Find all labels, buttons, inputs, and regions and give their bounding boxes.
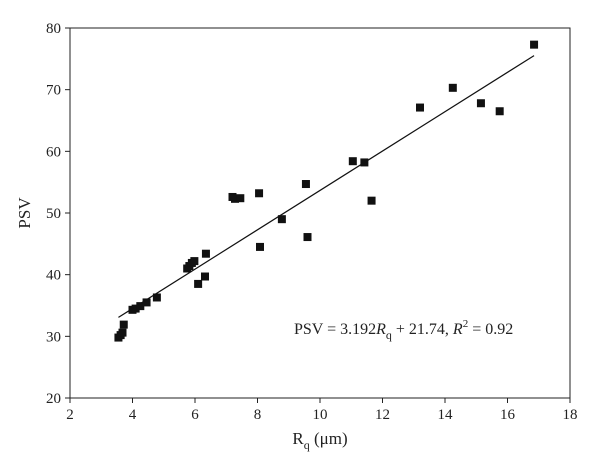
plot-frame: [69, 27, 571, 399]
x-tick-label: 12: [375, 407, 390, 423]
regression-line: [118, 55, 535, 318]
data-point: [416, 103, 424, 112]
data-point: [277, 215, 286, 224]
data-point: [152, 293, 161, 302]
y-axis-label: PSV: [15, 197, 34, 229]
y-tick-label: 60: [46, 144, 61, 160]
data-point: [530, 40, 539, 49]
data-point: [236, 194, 245, 203]
y-tick-label: 70: [46, 83, 61, 99]
data-point: [255, 189, 264, 198]
x-tick-label: 8: [254, 407, 262, 423]
axis-ticks: 2 4 6 8 10 12 14 16 18 20 30 40 50 60 70 80: [46, 21, 578, 423]
data-point: [201, 249, 210, 258]
x-tick-label: 14: [438, 407, 454, 423]
data-point: [348, 157, 357, 166]
x-tick-label: 18: [563, 407, 578, 423]
data-point: [448, 83, 457, 92]
data-point: [194, 279, 203, 288]
data-point: [301, 180, 310, 189]
x-axis-label-unit: (μm): [310, 429, 348, 448]
data-point: [118, 328, 127, 337]
x-tick-label: 4: [129, 407, 137, 423]
data-point: [190, 257, 199, 266]
x-axis-label: Rq (μm): [292, 429, 347, 452]
y-tick-label: 30: [46, 329, 61, 345]
y-tick-label: 40: [46, 268, 61, 284]
x-tick-label: 16: [500, 407, 516, 423]
regression-equation: PSV = 3.192Rq + 21.74, R2 = 0.92: [294, 318, 513, 342]
data-point: [231, 194, 239, 203]
data-point: [131, 304, 140, 313]
y-tick-label: 80: [46, 21, 61, 37]
data-point: [256, 242, 264, 251]
x-tick-label: 6: [191, 407, 199, 423]
x-axis-label-subscript: q: [304, 438, 310, 452]
data-point: [119, 320, 128, 329]
x-tick-label: 2: [66, 407, 74, 423]
data-point: [303, 233, 312, 242]
y-tick-label: 50: [46, 206, 61, 222]
x-tick-label: 10: [313, 407, 328, 423]
data-point: [201, 272, 209, 281]
data-point: [367, 196, 376, 205]
data-point: [476, 99, 485, 108]
data-point: [136, 302, 145, 311]
data-points: [114, 40, 539, 342]
y-tick-label: 20: [46, 391, 61, 407]
data-point: [495, 107, 504, 116]
data-point: [142, 298, 151, 307]
